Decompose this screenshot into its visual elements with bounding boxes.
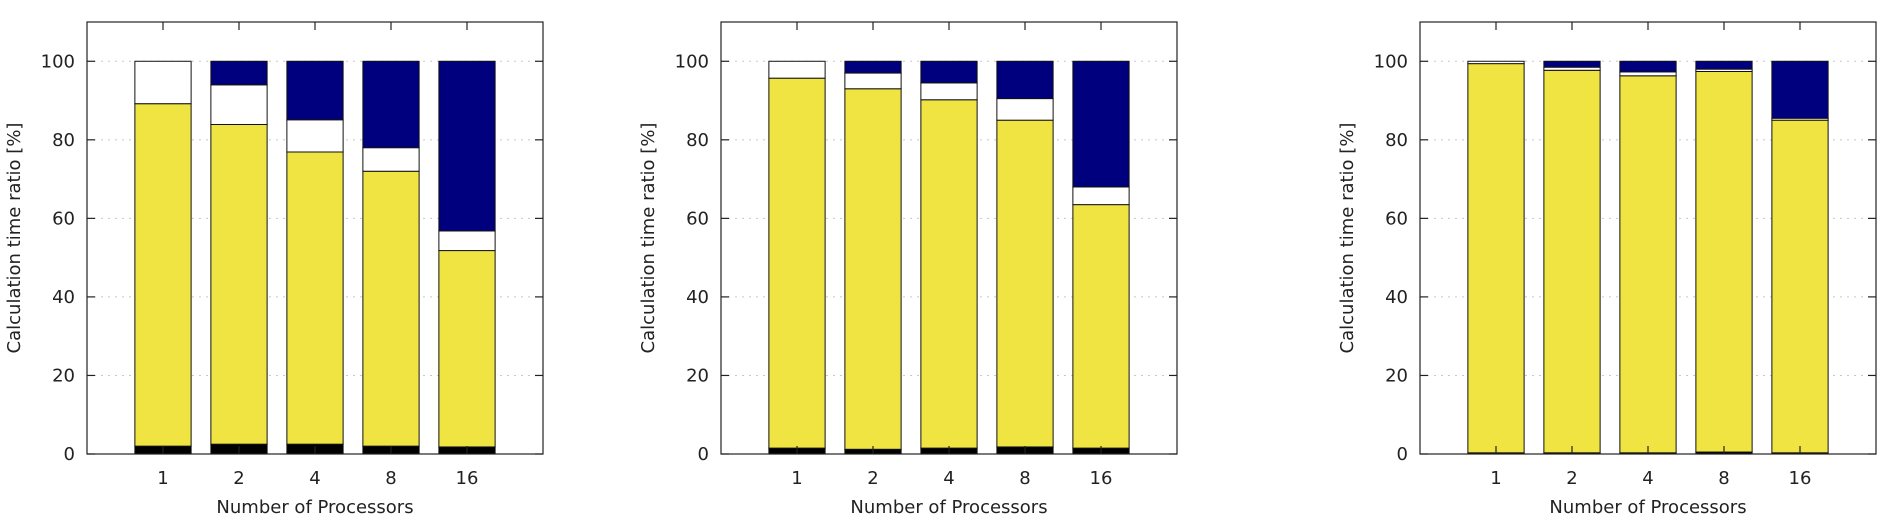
y-axis-label: Calculation time ratio [%] bbox=[4, 123, 25, 354]
bar-segment-2 bbox=[1072, 204, 1130, 449]
x-axis-label: Number of Processors bbox=[1549, 497, 1746, 518]
bar-segment-3 bbox=[1619, 71, 1677, 77]
x-tick-label: 8 bbox=[385, 468, 396, 489]
x-tick-label: 2 bbox=[867, 468, 878, 489]
chart-panel-1: 0 20 40 60 80 100 1 2 4 8 16 Number of Processors Ca… bbox=[4, 21, 544, 518]
chart-panel-2: 0 20 40 60 80 100 1 2 4 8 16 Number of Processors Ca… bbox=[638, 21, 1178, 518]
x-tick-label: 1 bbox=[157, 468, 168, 489]
y-tick-label: 40 bbox=[686, 287, 709, 308]
bar-segment-4 bbox=[996, 60, 1054, 100]
bar-segment-3 bbox=[844, 72, 902, 90]
bar-segment-3 bbox=[286, 119, 344, 153]
bar-segment-3 bbox=[920, 82, 978, 101]
bar-segment-2 bbox=[286, 151, 344, 445]
plot-frame bbox=[86, 21, 544, 455]
bar-segment-4 bbox=[438, 60, 496, 232]
x-tick-label: 1 bbox=[791, 468, 802, 489]
y-tick-label: 80 bbox=[686, 130, 709, 151]
bar-segment-2 bbox=[920, 99, 978, 449]
bar-segment-3 bbox=[768, 60, 826, 79]
y-tick-label: 100 bbox=[675, 51, 709, 72]
plot-frame bbox=[720, 21, 1178, 455]
bar-segment-2 bbox=[768, 77, 826, 449]
y-tick-label: 80 bbox=[52, 130, 75, 151]
y-tick-label: 100 bbox=[1374, 51, 1408, 72]
bar-segment-4 bbox=[362, 60, 420, 149]
bar-segment-4 bbox=[1695, 60, 1753, 70]
y-tick-label: 20 bbox=[52, 365, 75, 386]
bar-segment-3 bbox=[1072, 186, 1130, 206]
y-tick-label: 40 bbox=[52, 287, 75, 308]
x-axis-label: Number of Processors bbox=[850, 497, 1047, 518]
y-tick-label: 20 bbox=[686, 365, 709, 386]
bar-segment-2 bbox=[210, 124, 268, 445]
x-axis-label: Number of Processors bbox=[216, 497, 413, 518]
y-tick-label: 0 bbox=[64, 444, 75, 465]
y-tick-label: 0 bbox=[1397, 444, 1408, 465]
chart-panel-3: 0 20 40 60 80 100 1 2 4 8 16 Number of Processors Ca… bbox=[1337, 21, 1877, 518]
x-tick-label: 16 bbox=[1090, 468, 1113, 489]
x-tick-label: 16 bbox=[456, 468, 479, 489]
y-tick-label: 20 bbox=[1385, 365, 1408, 386]
bar-segment-3 bbox=[1467, 60, 1525, 65]
bar-segment-4 bbox=[920, 60, 978, 84]
y-tick-label: 60 bbox=[686, 208, 709, 229]
x-tick-label: 8 bbox=[1718, 468, 1729, 489]
x-tick-label: 2 bbox=[233, 468, 244, 489]
y-tick-label: 40 bbox=[1385, 287, 1408, 308]
bar-segment-2 bbox=[438, 250, 496, 448]
bar-segment-2 bbox=[844, 88, 902, 450]
bar-segment-3 bbox=[996, 98, 1054, 121]
bar-segment-4 bbox=[1543, 60, 1601, 68]
x-tick-label: 16 bbox=[1789, 468, 1812, 489]
bar-segment-3 bbox=[438, 230, 496, 252]
y-tick-label: 0 bbox=[698, 444, 709, 465]
bar-segment-2 bbox=[1467, 63, 1525, 454]
bar-segment-2 bbox=[1771, 119, 1829, 454]
bar-segment-4 bbox=[1072, 60, 1130, 188]
bar-segment-2 bbox=[134, 103, 192, 447]
plot-frame bbox=[1419, 21, 1877, 455]
bar-segment-3 bbox=[134, 60, 192, 105]
x-tick-label: 2 bbox=[1566, 468, 1577, 489]
x-tick-label: 4 bbox=[309, 468, 320, 489]
y-tick-label: 80 bbox=[1385, 130, 1408, 151]
bar-segment-3 bbox=[210, 84, 268, 126]
x-tick-label: 4 bbox=[943, 468, 954, 489]
bar-segment-2 bbox=[996, 119, 1054, 448]
bar-segment-2 bbox=[1695, 70, 1753, 453]
bar-segment-4 bbox=[1619, 60, 1677, 73]
bar-segment-4 bbox=[1771, 60, 1829, 119]
y-axis-label: Calculation time ratio [%] bbox=[1337, 123, 1358, 354]
x-tick-label: 1 bbox=[1490, 468, 1501, 489]
bar-segment-4 bbox=[844, 60, 902, 74]
y-tick-label: 60 bbox=[52, 208, 75, 229]
bar-segment-3 bbox=[362, 147, 420, 172]
bar-segment-2 bbox=[362, 170, 420, 447]
bar-segment-4 bbox=[286, 60, 344, 121]
bar-segment-2 bbox=[1543, 69, 1601, 454]
bar-segment-4 bbox=[210, 60, 268, 86]
x-tick-label: 8 bbox=[1019, 468, 1030, 489]
y-axis-label: Calculation time ratio [%] bbox=[638, 123, 659, 354]
y-tick-label: 100 bbox=[41, 51, 75, 72]
bar-segment-2 bbox=[1619, 75, 1677, 454]
y-tick-label: 60 bbox=[1385, 208, 1408, 229]
x-tick-label: 4 bbox=[1642, 468, 1653, 489]
